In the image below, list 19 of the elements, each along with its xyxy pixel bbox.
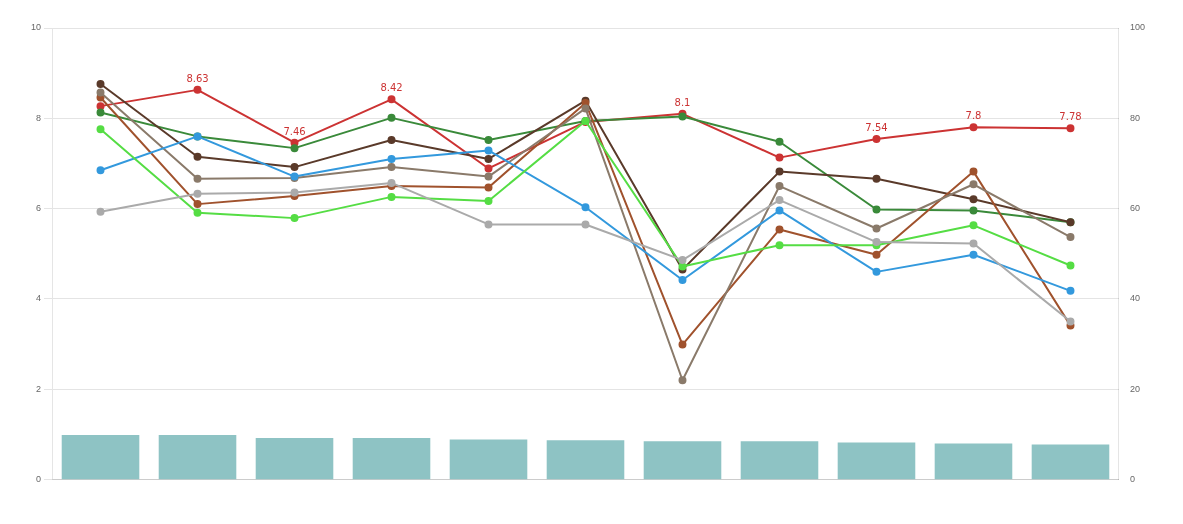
y2-tick-label: 100 [1129,22,1146,33]
data-label: 8.1 [674,96,691,108]
y-tick-label: 6 [36,203,42,214]
y-tick-label: 8 [36,112,42,123]
y2-tick-label: 60 [1129,203,1140,214]
y2-tick-label: 20 [1129,383,1140,394]
y2-tick-label: 80 [1129,112,1140,123]
y-tick-label: 0 [36,474,42,485]
data-label: 7.46 [283,125,306,137]
data-label: 7.8 [965,110,982,122]
data-label: 7.54 [865,122,888,134]
y-tick-label: 10 [31,22,42,33]
y2-tick-label: 0 [1129,474,1135,485]
data-label: 7.78 [1059,111,1082,123]
data-label: 8.63 [186,72,209,84]
y2-tick-label: 40 [1129,293,1140,304]
y-tick-label: 2 [36,383,42,394]
data-label: 8.42 [380,82,403,94]
y-tick-label: 4 [36,293,42,304]
